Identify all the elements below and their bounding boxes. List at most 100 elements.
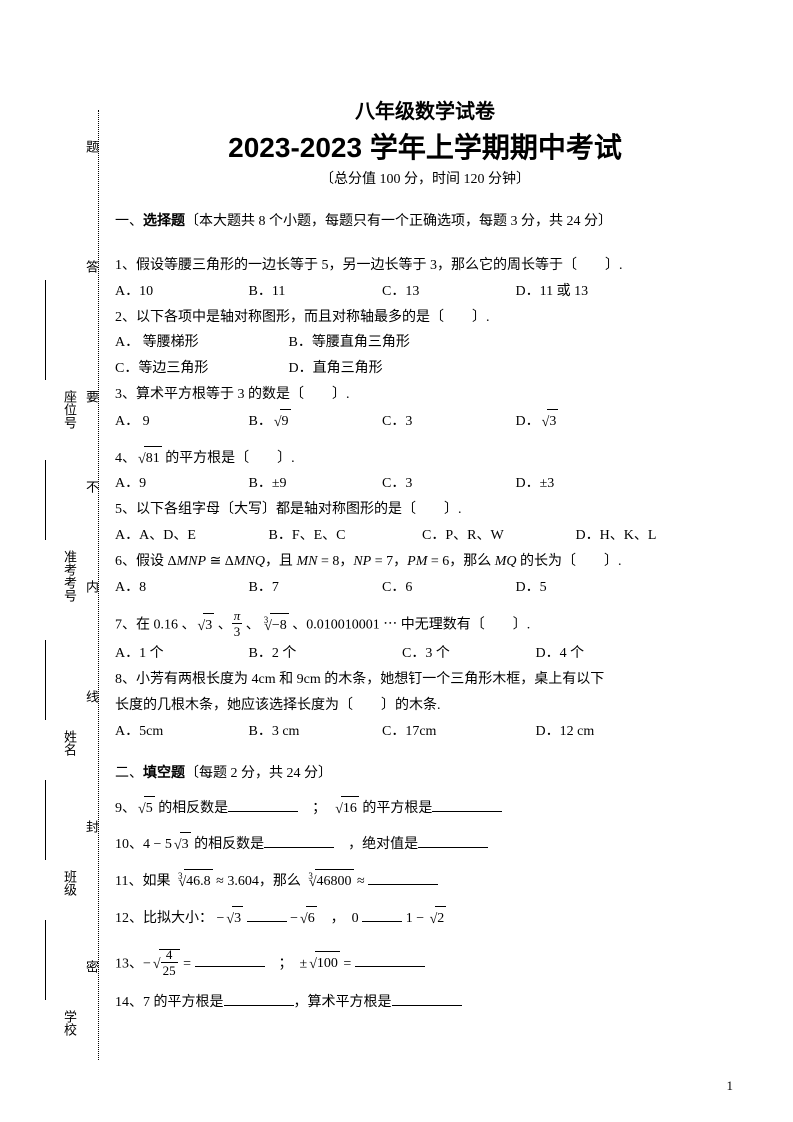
q2-options-row1: A． 等腰梯形 B．等腰直角三角形 <box>115 331 735 355</box>
q5-text: 5、以下各组字母〔大写〕都是轴对称图形的是〔 〕. <box>115 498 735 522</box>
section2-head: 二、填空题〔每题 2 分，共 24 分〕 <box>115 762 735 782</box>
q6-A: A．8 <box>115 576 245 600</box>
q2-options-row2: C．等边三角形 D．直角三角形 <box>115 357 735 381</box>
q4-C: C．3 <box>382 472 512 496</box>
q2-C: C．等边三角形 <box>115 357 285 381</box>
marker-da: 答 <box>82 260 101 273</box>
title-big: 2023-2023 学年上学期期中考试 <box>115 126 735 166</box>
blank-field <box>224 991 294 1006</box>
underline-seat <box>45 280 46 380</box>
blank-field <box>264 833 334 848</box>
label-seat: 座位号 <box>60 390 79 429</box>
exam-content: 八年级数学试卷 2023-2023 学年上学期期中考试 〔总分值 100 分，时… <box>115 95 735 1017</box>
blank-field <box>228 797 298 812</box>
q6-options: A．8 B．7 C．6 D．5 <box>115 576 735 600</box>
section1-rest: 〔本大题共 8 个小题，每题只有一个正确选项，每题 3 分，共 24 分〕 <box>185 214 612 229</box>
q13: 13、−425 = ； ±100 = <box>115 949 735 979</box>
page-number: 1 <box>727 1078 734 1094</box>
q1-A: A．10 <box>115 280 245 304</box>
q6-D: D．5 <box>516 576 547 600</box>
blank-field <box>392 991 462 1006</box>
q8-l1: 8、小芳有两根长度为 4cm 和 9cm 的木条，她想钉一个三角形木框，桌上有以… <box>115 668 735 692</box>
q5-options: A．A、D、E B．F、E、C C．P、R、W D．H、K、L <box>115 524 735 548</box>
blank-field <box>368 870 438 885</box>
q3-B: B．9 <box>249 409 379 434</box>
blank-field <box>247 907 287 922</box>
section2-label: 二、 <box>115 766 143 781</box>
section1-head: 一、选择题〔本大题共 8 个小题，每题只有一个正确选项，每题 3 分，共 24 … <box>115 210 735 230</box>
q4-D: D．±3 <box>516 472 555 496</box>
section1-bold: 选择题 <box>143 214 185 229</box>
blank-field <box>432 797 502 812</box>
q9: 9、5 的相反数是 ； 16 的平方根是 <box>115 796 735 821</box>
q2-D: D．直角三角形 <box>289 357 383 381</box>
marker-mi: 密 <box>82 960 101 973</box>
q4-text: 4、81 的平方根是〔 〕. <box>115 446 735 471</box>
q5-C: C．P、R、W <box>422 524 572 548</box>
q3-text: 3、算术平方根等于 3 的数是〔 〕. <box>115 383 735 407</box>
q7-options: A．1 个 B．2 个 C．3 个 D．4 个 <box>115 642 735 666</box>
q11: 11、如果 346.8 ≈ 3.604，那么 346800 ≈ <box>115 869 735 894</box>
q14: 14、7 的平方根是，算术平方根是 <box>115 991 735 1015</box>
blank-field <box>355 952 425 967</box>
q3-options: A． 9 B．9 C．3 D．3 <box>115 409 735 434</box>
title-small: 八年级数学试卷 <box>115 95 735 124</box>
q3-A: A． 9 <box>115 410 245 434</box>
section2-rest: 〔每题 2 分，共 24 分〕 <box>185 766 332 781</box>
q3-C: C．3 <box>382 410 512 434</box>
q8-D: D．12 cm <box>536 720 595 744</box>
cuberoot-icon: 3−8 <box>260 613 289 638</box>
section2-bold: 填空题 <box>143 766 185 781</box>
q1-options: A．10 B．11 C．13 D．11 或 13 <box>115 280 735 304</box>
q1-C: C．13 <box>382 280 512 304</box>
q6-B: B．7 <box>249 576 379 600</box>
q5-B: B．F、E、C <box>269 524 419 548</box>
q1-text: 1、假设等腰三角形的一边长等于 5，另一边长等于 3，那么它的周长等于〔 〕. <box>115 254 735 278</box>
underline-school <box>45 920 46 1000</box>
marker-bu: 不 <box>82 480 101 493</box>
q3-D: D．3 <box>516 409 559 434</box>
q1-D: D．11 或 13 <box>516 280 589 304</box>
subtitle: 〔总分值 100 分，时间 120 分钟〕 <box>115 168 735 188</box>
q4-options: A．9 B．±9 C．3 D．±3 <box>115 472 735 496</box>
q7-C: C．3 个 <box>402 642 532 666</box>
q6-text: 6、假设 ΔMNP ≅ ΔMNQ，且 MN = 8，NP = 7，PM = 6，… <box>115 550 735 574</box>
marker-xian: 线 <box>82 690 101 703</box>
q12: 12、比拟大小： −3 −6 ， 0 1 − 2 <box>115 906 735 931</box>
label-school: 学校 <box>60 1010 79 1036</box>
q8-options: A．5cm B．3 cm C．17cm D．12 cm <box>115 720 735 744</box>
q5-D: D．H、K、L <box>576 524 657 548</box>
q2-A: A． 等腰梯形 <box>115 331 285 355</box>
q2-text: 2、以下各项中是轴对称图形，而且对称轴最多的是〔 〕. <box>115 306 735 330</box>
blank-field <box>195 952 265 967</box>
q7-B: B．2 个 <box>249 642 399 666</box>
marker-yao: 要 <box>82 390 101 403</box>
q7-A: A．1 个 <box>115 642 245 666</box>
blank-field <box>362 907 402 922</box>
q10: 10、4 − 53 的相反数是 ，绝对值是 <box>115 832 735 857</box>
q5-A: A．A、D、E <box>115 524 265 548</box>
label-examno: 准考考号 <box>60 550 79 602</box>
underline-examno <box>45 460 46 540</box>
q4-A: A．9 <box>115 472 245 496</box>
marker-ti: 题 <box>82 140 101 153</box>
underline-name <box>45 640 46 720</box>
q8-B: B．3 cm <box>249 720 379 744</box>
q1-B: B．11 <box>249 280 379 304</box>
marker-nei: 内 <box>82 580 101 593</box>
q4-B: B．±9 <box>249 472 379 496</box>
section1-label: 一、 <box>115 214 143 229</box>
q7-text: 7、在 0.16 、3 、π3 、3−8 、0.010010001 ⋯ 中无理数… <box>115 611 735 640</box>
binding-sidebar: 学校 班级 姓名 准考考号 座位号 密 封 线 内 不 要 答 题 <box>38 110 98 1060</box>
q7-D: D．4 个 <box>536 642 585 666</box>
label-name: 姓名 <box>60 730 79 756</box>
q8-C: C．17cm <box>382 720 532 744</box>
underline-class <box>45 780 46 860</box>
q2-B: B．等腰直角三角形 <box>289 331 410 355</box>
label-class: 班级 <box>60 870 79 896</box>
q6-C: C．6 <box>382 576 512 600</box>
q8-l2: 长度的几根木条，她应该选择长度为〔 〕的木条. <box>115 694 735 718</box>
marker-feng: 封 <box>82 820 101 833</box>
q8-A: A．5cm <box>115 720 245 744</box>
blank-field <box>418 833 488 848</box>
